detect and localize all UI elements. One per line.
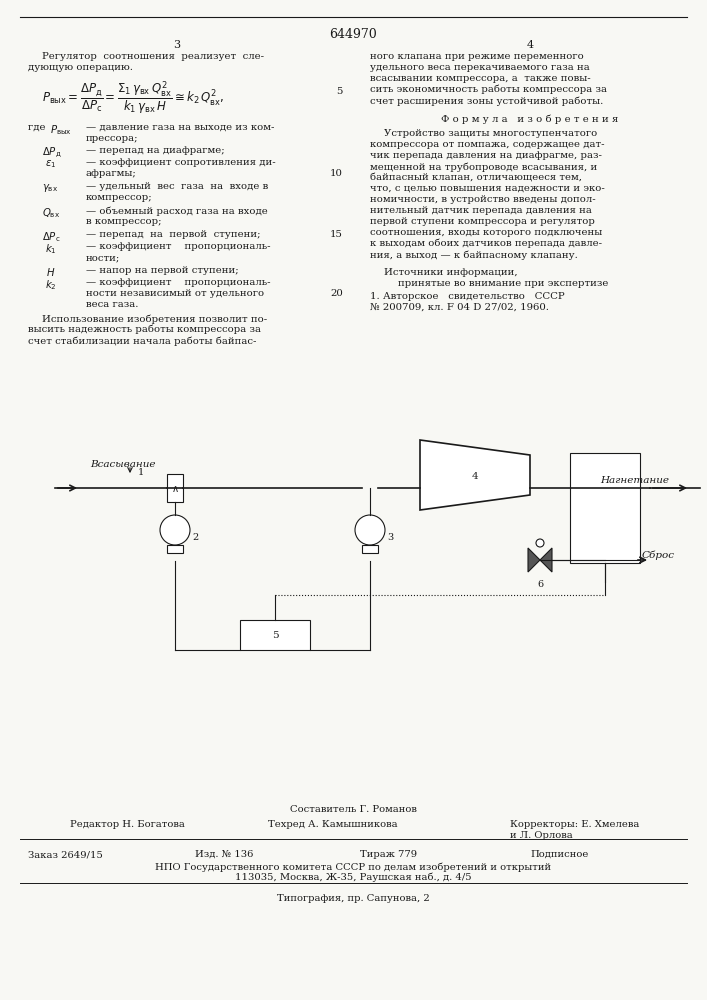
Text: — удельный  вес  газа  на  входе в: — удельный вес газа на входе в (86, 182, 268, 191)
Text: Корректоры: Е. Хмелева: Корректоры: Е. Хмелева (510, 820, 639, 829)
Text: мещенной на трубопроводе всасывания, и: мещенной на трубопроводе всасывания, и (370, 162, 597, 172)
Text: и Л. Орлова: и Л. Орлова (510, 831, 573, 840)
Text: первой ступени компрессора и регулятор: первой ступени компрессора и регулятор (370, 217, 595, 226)
Circle shape (536, 539, 544, 547)
Text: веса газа.: веса газа. (86, 300, 139, 309)
Bar (240, 620, 310, 650)
Circle shape (355, 515, 385, 545)
Text: $H$: $H$ (46, 266, 55, 278)
Text: 2: 2 (192, 533, 198, 542)
Text: всасывании компрессора, а  также повы-: всасывании компрессора, а также повы- (370, 74, 590, 83)
Text: — объемный расход газа на входе: — объемный расход газа на входе (86, 206, 268, 216)
Bar (362, 545, 378, 553)
Text: Источники информации,: Источники информации, (384, 268, 518, 277)
Text: — перепад на диафрагме;: — перепад на диафрагме; (86, 146, 225, 155)
Text: афрагмы;: афрагмы; (86, 169, 137, 178)
Polygon shape (420, 440, 530, 510)
Text: Регулятор  соотношения  реализует  сле-: Регулятор соотношения реализует сле- (42, 52, 264, 61)
Text: к выходам обоих датчиков перепада давле-: к выходам обоих датчиков перепада давле- (370, 239, 602, 248)
Text: $\Delta P_{\rm c}$: $\Delta P_{\rm c}$ (42, 230, 61, 244)
Text: $k_2$: $k_2$ (45, 278, 57, 292)
Text: $Q_{\rm вх}$: $Q_{\rm вх}$ (42, 206, 60, 220)
Text: Всасывание: Всасывание (90, 460, 156, 469)
Text: прессора;: прессора; (86, 134, 139, 143)
Text: ности;: ности; (86, 253, 120, 262)
Text: Тираж 779: Тираж 779 (360, 850, 417, 859)
Text: счет расширения зоны устойчивой работы.: счет расширения зоны устойчивой работы. (370, 96, 603, 105)
Text: 10: 10 (330, 169, 343, 178)
Bar (167, 545, 183, 553)
Text: — напор на первой ступени;: — напор на первой ступени; (86, 266, 239, 275)
Text: — коэффициент сопротивления ди-: — коэффициент сопротивления ди- (86, 158, 276, 167)
Text: 3: 3 (387, 533, 393, 542)
Text: в компрессор;: в компрессор; (86, 217, 162, 226)
Text: — коэффициент    пропорциональ-: — коэффициент пропорциональ- (86, 242, 271, 251)
Text: $\Delta P_{\rm д}$: $\Delta P_{\rm д}$ (42, 146, 62, 160)
Text: ного клапана при режиме переменного: ного клапана при режиме переменного (370, 52, 584, 61)
Text: 4: 4 (472, 472, 479, 481)
Text: Сброс: Сброс (642, 550, 675, 560)
Text: компрессора от помпажа, содержащее дат-: компрессора от помпажа, содержащее дат- (370, 140, 604, 149)
Text: Типография, пр. Сапунова, 2: Типография, пр. Сапунова, 2 (276, 894, 429, 903)
Text: чик перепада давления на диафрагме, раз-: чик перепада давления на диафрагме, раз- (370, 151, 602, 160)
Text: Изд. № 136: Изд. № 136 (195, 850, 253, 859)
Text: ности независимый от удельного: ности независимый от удельного (86, 289, 264, 298)
Text: номичности, в устройство введены допол-: номичности, в устройство введены допол- (370, 195, 595, 204)
Bar (570, 453, 640, 563)
Text: компрессор;: компрессор; (86, 193, 153, 202)
Text: 6: 6 (537, 580, 543, 589)
Text: $\varepsilon_1$: $\varepsilon_1$ (45, 158, 57, 170)
Text: 644970: 644970 (329, 28, 377, 41)
Polygon shape (528, 548, 540, 572)
Text: 4: 4 (527, 40, 534, 50)
Text: 5: 5 (271, 631, 279, 640)
Text: высить надежность работы компрессора за: высить надежность работы компрессора за (28, 325, 261, 334)
Bar (167, 474, 183, 502)
Text: Использование изобретения позволит по-: Использование изобретения позволит по- (42, 314, 267, 324)
Text: Нагнетание: Нагнетание (600, 476, 669, 485)
Text: 3: 3 (173, 40, 180, 50)
Text: — коэффициент    пропорциональ-: — коэффициент пропорциональ- (86, 278, 271, 287)
Polygon shape (540, 548, 552, 572)
Text: Подписное: Подписное (530, 850, 588, 859)
Text: № 200709, кл. F 04 D 27/02, 1960.: № 200709, кл. F 04 D 27/02, 1960. (370, 303, 549, 312)
Text: 113035, Москва, Ж-35, Раушская наб., д. 4/5: 113035, Москва, Ж-35, Раушская наб., д. … (235, 873, 472, 882)
Text: байпасный клапан, отличающееся тем,: байпасный клапан, отличающееся тем, (370, 173, 582, 182)
Text: Устройство защиты многоступенчатого: Устройство защиты многоступенчатого (384, 129, 597, 138)
Text: НПО Государственного комитета СССР по делам изобретений и открытий: НПО Государственного комитета СССР по де… (155, 862, 551, 871)
Text: Ф о р м у л а   и з о б р е т е н и я: Ф о р м у л а и з о б р е т е н и я (441, 114, 619, 123)
Text: — перепад  на  первой  ступени;: — перепад на первой ступени; (86, 230, 261, 239)
Circle shape (160, 515, 190, 545)
Text: что, с целью повышения надежности и эко-: что, с целью повышения надежности и эко- (370, 184, 604, 193)
Text: дующую операцию.: дующую операцию. (28, 63, 133, 72)
Text: счет стабилизации начала работы байпас-: счет стабилизации начала работы байпас- (28, 336, 257, 346)
Text: Техред А. Камышникова: Техред А. Камышникова (268, 820, 397, 829)
Text: 15: 15 (330, 230, 343, 239)
Text: $P_{\rm вых}=\dfrac{\Delta P_{\rm д}}{\Delta P_{\rm c}}=\dfrac{\Sigma_1\,\gamma_: $P_{\rm вых}=\dfrac{\Delta P_{\rm д}}{\D… (42, 79, 225, 116)
Text: нительный датчик перепада давления на: нительный датчик перепада давления на (370, 206, 592, 215)
Text: сить экономичность работы компрессора за: сить экономичность работы компрессора за (370, 85, 607, 95)
Text: Заказ 2649/15: Заказ 2649/15 (28, 850, 103, 859)
Text: 5: 5 (337, 87, 343, 96)
Text: Редактор Н. Богатова: Редактор Н. Богатова (70, 820, 185, 829)
Text: 20: 20 (330, 289, 343, 298)
Text: $k_1$: $k_1$ (45, 242, 57, 256)
Text: соотношения, входы которого подключены: соотношения, входы которого подключены (370, 228, 602, 237)
Text: 1: 1 (138, 468, 144, 477)
Text: ∧: ∧ (171, 485, 179, 494)
Text: где: где (28, 123, 49, 132)
Text: принятые во внимание при экспертизе: принятые во внимание при экспертизе (398, 279, 609, 288)
Text: удельного веса перекачиваемого газа на: удельного веса перекачиваемого газа на (370, 63, 590, 72)
Text: $\gamma_{\rm вх}$: $\gamma_{\rm вх}$ (42, 182, 58, 194)
Text: — давление газа на выходе из ком-: — давление газа на выходе из ком- (86, 123, 274, 132)
Text: ния, а выход — к байпасному клапану.: ния, а выход — к байпасному клапану. (370, 250, 578, 259)
Text: $P_{\rm вых}$: $P_{\rm вых}$ (50, 123, 72, 137)
Text: Составитель Г. Романов: Составитель Г. Романов (290, 805, 416, 814)
Text: 1. Авторское   свидетельство   СССР: 1. Авторское свидетельство СССР (370, 292, 565, 301)
